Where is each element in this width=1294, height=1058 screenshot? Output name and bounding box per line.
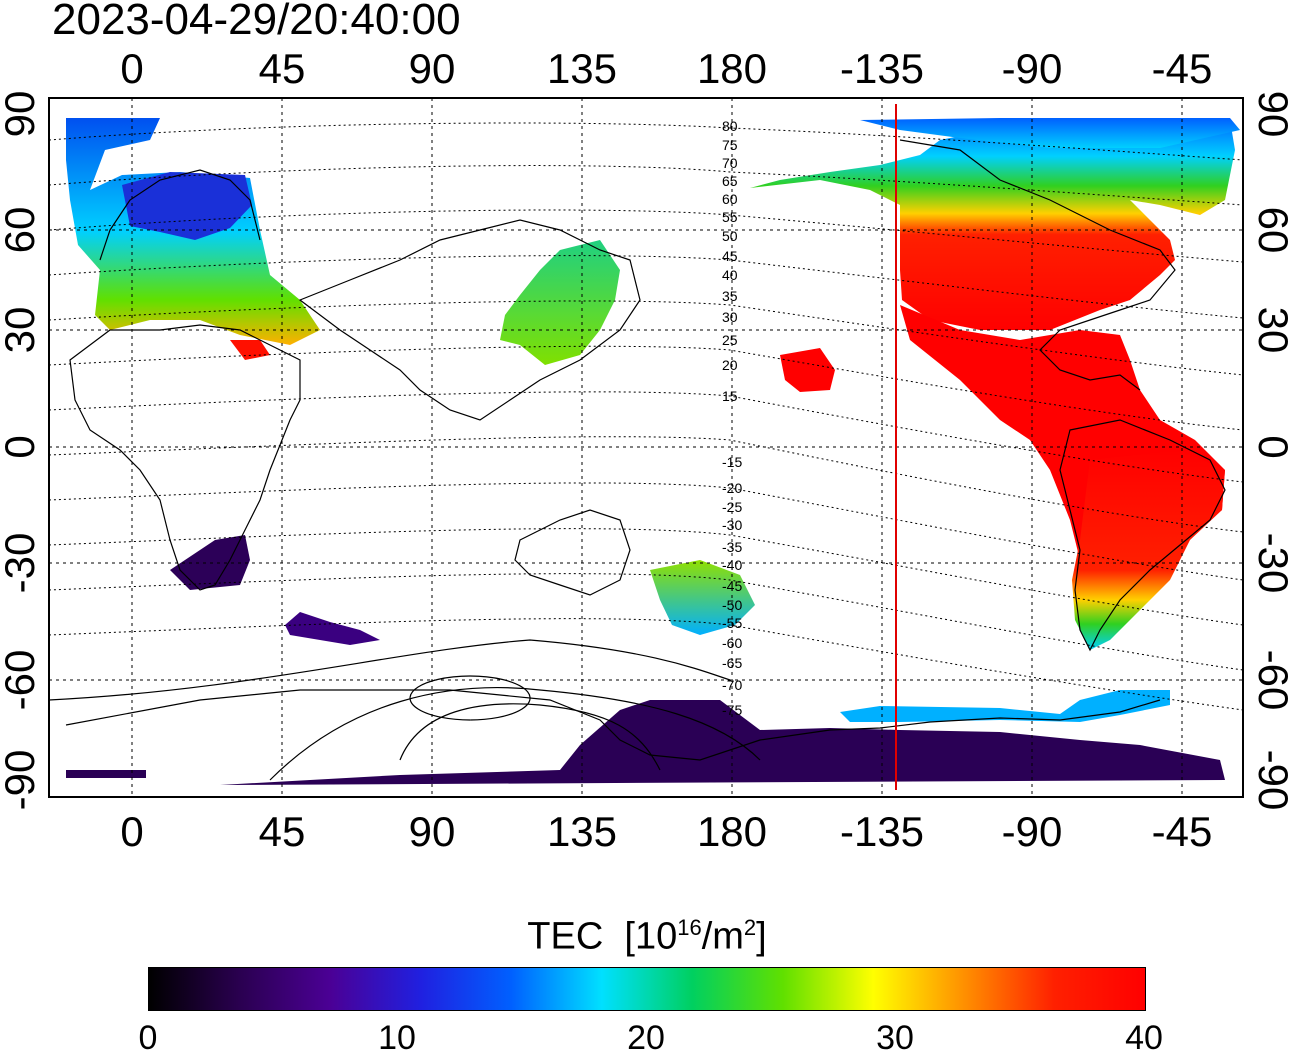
colorbar-tick-label: 0: [138, 1019, 158, 1057]
tec-patch-arctic: [860, 118, 1240, 148]
bottom-lon-label: -90: [1002, 808, 1063, 855]
tec-patch-antarctic: [220, 700, 1225, 785]
bottom-lon-label: 135: [547, 808, 617, 855]
tec-patch-antarctic-strip: [66, 770, 146, 778]
mlat-label: 30: [722, 309, 738, 325]
right-lat-label: 60: [1250, 207, 1294, 254]
timestamp-title: 2023-04-29/20:40:00: [52, 0, 461, 44]
colorbar-tick-label: 30: [876, 1019, 914, 1057]
mlat-label: -60: [722, 635, 742, 651]
top-lon-label: 90: [409, 45, 456, 92]
mlat-label: -15: [722, 454, 742, 470]
mlat-label: 55: [722, 209, 738, 225]
tec-patch-e-asia: [500, 240, 620, 365]
right-lat-label: -60: [1250, 650, 1294, 711]
mlat-label: -30: [722, 517, 742, 533]
mlat-labels: 80 75 70 65 60 55 50 45 40 35 30 25 20 1…: [722, 118, 742, 718]
bottom-lon-label: 45: [259, 808, 306, 855]
left-lat-label: -90: [0, 750, 43, 811]
top-lon-label: 45: [259, 45, 306, 92]
tec-data-layer: [66, 118, 1240, 785]
mlat-label: 80: [722, 118, 738, 134]
colorbar-tick-label: 10: [378, 1019, 416, 1057]
mlat-label: -75: [722, 702, 742, 718]
colorbar-title-suffix: ]: [756, 915, 767, 958]
colorbar-title-prefix: TEC [10: [527, 915, 678, 958]
colorbar-title: TEC [1016/m2]: [0, 906, 1294, 959]
magnetic-pole-contours: [48, 639, 761, 781]
bottom-lon-label: 180: [697, 808, 767, 855]
right-lat-label: 0: [1250, 435, 1294, 458]
mlat-label: -45: [722, 578, 742, 594]
mlat-label: -40: [722, 557, 742, 573]
mlat-label: 35: [722, 288, 738, 304]
colorbar: [148, 967, 1146, 1011]
top-lon-label: -90: [1002, 45, 1063, 92]
left-lat-label: -60: [0, 650, 43, 711]
mlat-label: -25: [722, 499, 742, 515]
right-lat-label: -30: [1250, 533, 1294, 594]
mlat-label: 60: [722, 191, 738, 207]
mlat-label: -70: [722, 677, 742, 693]
right-lat-label: 30: [1250, 307, 1294, 354]
mlat-label: 40: [722, 267, 738, 283]
mlat-label: -50: [722, 597, 742, 613]
bottom-lon-label: 90: [409, 808, 456, 855]
bottom-lon-label: 0: [120, 808, 143, 855]
mlat-label: 25: [722, 332, 738, 348]
bottom-lon-label: -45: [1152, 808, 1213, 855]
top-lon-label: 180: [697, 45, 767, 92]
coastlines: [65, 139, 1226, 761]
left-lat-label: 0: [0, 435, 43, 458]
left-lat-label: 30: [0, 307, 43, 354]
top-lon-label: -45: [1152, 45, 1213, 92]
left-lat-label: 90: [0, 91, 43, 138]
mlat-label: 45: [722, 248, 738, 264]
tec-patch-pacific-red: [780, 348, 835, 392]
mlat-label: 15: [722, 388, 738, 404]
bottom-lon-label: -135: [840, 808, 924, 855]
mlat-label: 50: [722, 228, 738, 244]
tec-world-map: 0 45 90 135 180 -135 -90 -45 0 45 90 135…: [0, 45, 1294, 855]
mlat-label: -35: [722, 539, 742, 555]
mlat-label: 75: [722, 137, 738, 153]
colorbar-title-unit: /m: [701, 915, 744, 958]
colorbar-tick-label: 20: [627, 1019, 665, 1057]
left-latitude-labels: 90 60 30 0 -30 -60 -90: [0, 91, 43, 811]
left-lat-label: -30: [0, 533, 43, 594]
magnetic-latitude-contours: [48, 122, 1244, 711]
top-lon-label: 0: [120, 45, 143, 92]
colorbar-title-exponent: 16: [677, 915, 702, 940]
colorbar-tick-label: 40: [1125, 1019, 1163, 1057]
lon-lat-grid: [49, 98, 1243, 797]
bottom-longitude-labels: 0 45 90 135 180 -135 -90 -45: [120, 808, 1212, 855]
tec-patch-antarctic-light: [840, 690, 1170, 722]
tec-patch-s-america: [1072, 450, 1225, 650]
tec-patch-s-indian: [285, 612, 380, 645]
mlat-label: -55: [722, 615, 742, 631]
top-lon-label: -135: [840, 45, 924, 92]
top-longitude-labels: 0 45 90 135 180 -135 -90 -45: [120, 45, 1212, 92]
right-lat-label: 90: [1250, 91, 1294, 138]
mlat-label: 70: [722, 155, 738, 171]
mlat-label: 20: [722, 357, 738, 373]
right-lat-label: -90: [1250, 750, 1294, 811]
tec-patch-n-america: [750, 118, 1235, 330]
left-lat-label: 60: [0, 207, 43, 254]
top-lon-label: 135: [547, 45, 617, 92]
right-latitude-labels: 90 60 30 0 -30 -60 -90: [1250, 91, 1294, 811]
mlat-label: -20: [722, 480, 742, 496]
mlat-label: -65: [722, 655, 742, 671]
mlat-label: 65: [722, 173, 738, 189]
colorbar-title-exponent-2: 2: [743, 915, 757, 940]
tec-patch-new-zealand: [650, 560, 755, 635]
